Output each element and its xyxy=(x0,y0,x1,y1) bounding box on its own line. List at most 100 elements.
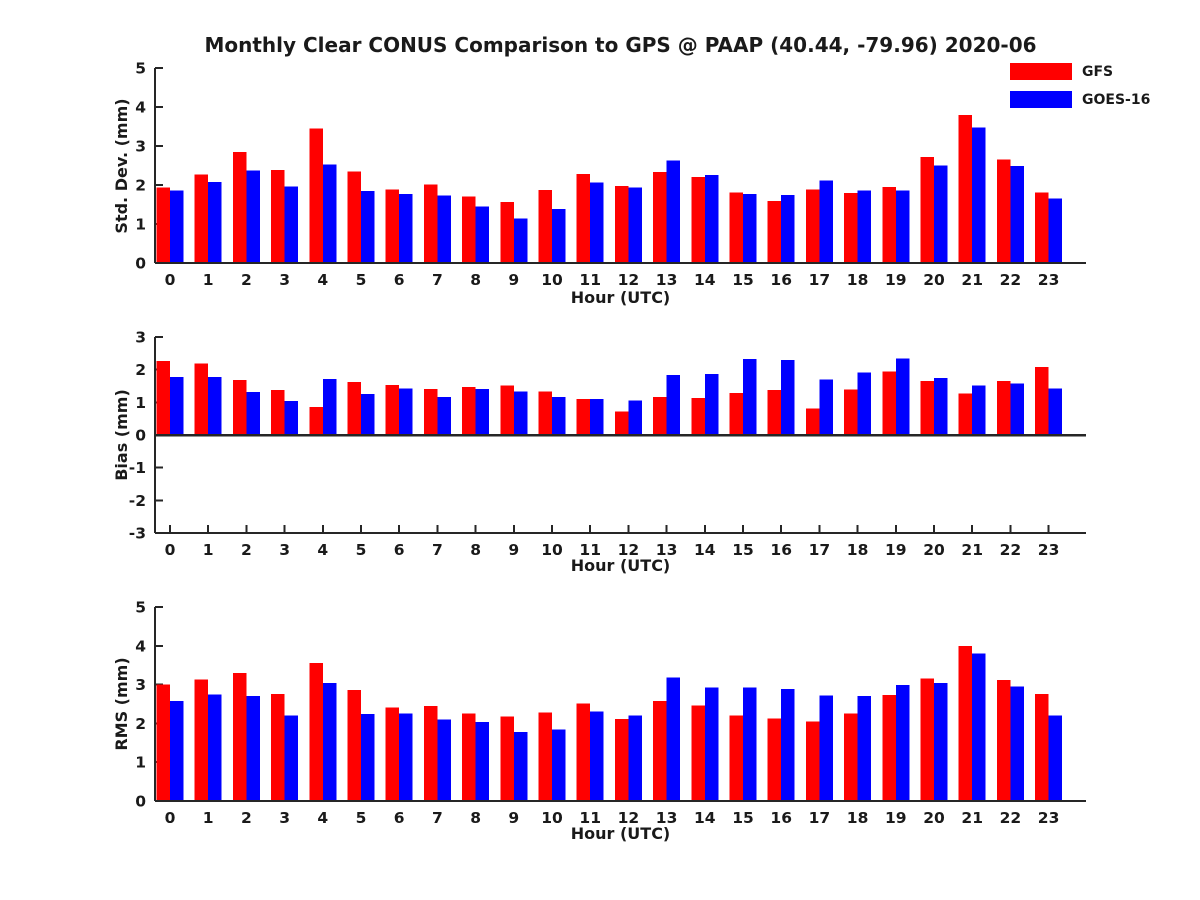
rms-y-axis-label: RMS (mm) xyxy=(112,657,131,751)
svg-text:16: 16 xyxy=(770,541,792,559)
svg-text:0: 0 xyxy=(135,427,146,445)
svg-text:9: 9 xyxy=(508,809,519,827)
svg-text:1: 1 xyxy=(135,216,146,234)
svg-text:22: 22 xyxy=(1000,541,1022,559)
svg-text:16: 16 xyxy=(770,271,792,289)
svg-text:21: 21 xyxy=(961,271,983,289)
svg-text:22: 22 xyxy=(1000,271,1022,289)
svg-text:3: 3 xyxy=(135,676,146,694)
svg-text:8: 8 xyxy=(470,271,481,289)
svg-text:10: 10 xyxy=(541,271,563,289)
svg-text:5: 5 xyxy=(135,599,146,617)
svg-text:3: 3 xyxy=(135,329,146,347)
svg-text:2: 2 xyxy=(241,271,252,289)
legend-label-gfs: GFS xyxy=(1082,63,1114,80)
svg-text:7: 7 xyxy=(432,271,443,289)
svg-text:1: 1 xyxy=(203,541,214,559)
svg-text:20: 20 xyxy=(923,541,945,559)
svg-text:14: 14 xyxy=(694,541,716,559)
svg-text:1: 1 xyxy=(203,271,214,289)
svg-text:5: 5 xyxy=(356,809,367,827)
svg-text:1: 1 xyxy=(135,394,146,412)
svg-text:18: 18 xyxy=(847,809,869,827)
svg-text:11: 11 xyxy=(579,271,601,289)
goes16-color-swatch xyxy=(1010,91,1072,108)
svg-text:0: 0 xyxy=(165,541,176,559)
svg-text:20: 20 xyxy=(923,809,945,827)
svg-text:15: 15 xyxy=(732,809,754,827)
svg-text:11: 11 xyxy=(579,541,601,559)
svg-text:-1: -1 xyxy=(129,459,146,477)
svg-text:7: 7 xyxy=(432,541,443,559)
bias-x-axis-label: Hour (UTC) xyxy=(570,556,671,575)
legend-entry-gfs: GFS xyxy=(1010,63,1150,80)
svg-text:15: 15 xyxy=(732,541,754,559)
svg-text:23: 23 xyxy=(1038,541,1060,559)
svg-text:12: 12 xyxy=(618,541,640,559)
svg-text:19: 19 xyxy=(885,809,907,827)
svg-text:6: 6 xyxy=(394,809,405,827)
svg-text:15: 15 xyxy=(732,271,754,289)
gfs-color-swatch xyxy=(1010,63,1072,80)
svg-text:20: 20 xyxy=(923,271,945,289)
svg-text:2: 2 xyxy=(135,177,146,195)
svg-text:21: 21 xyxy=(961,541,983,559)
svg-text:4: 4 xyxy=(317,271,328,289)
svg-text:5: 5 xyxy=(135,60,146,78)
svg-text:1: 1 xyxy=(135,754,146,772)
rms-x-axis-label: Hour (UTC) xyxy=(570,824,671,843)
stddev-x-axis-label: Hour (UTC) xyxy=(570,288,671,307)
svg-text:13: 13 xyxy=(656,809,678,827)
svg-text:9: 9 xyxy=(508,541,519,559)
svg-text:17: 17 xyxy=(809,541,831,559)
svg-text:19: 19 xyxy=(885,541,907,559)
svg-text:-2: -2 xyxy=(129,492,146,510)
svg-text:14: 14 xyxy=(694,809,716,827)
svg-text:-3: -3 xyxy=(129,525,146,543)
svg-text:3: 3 xyxy=(279,809,290,827)
svg-text:4: 4 xyxy=(317,809,328,827)
svg-text:0: 0 xyxy=(165,271,176,289)
legend: GFS GOES-16 xyxy=(1010,63,1150,108)
svg-text:10: 10 xyxy=(541,809,563,827)
svg-text:0: 0 xyxy=(135,255,146,273)
svg-text:2: 2 xyxy=(241,541,252,559)
svg-text:17: 17 xyxy=(809,809,831,827)
svg-text:2: 2 xyxy=(135,361,146,379)
svg-text:8: 8 xyxy=(470,541,481,559)
svg-text:19: 19 xyxy=(885,271,907,289)
svg-text:4: 4 xyxy=(135,637,146,655)
svg-text:0: 0 xyxy=(165,809,176,827)
svg-text:14: 14 xyxy=(694,271,716,289)
svg-text:13: 13 xyxy=(656,271,678,289)
stddev-y-axis-label: Std. Dev. (mm) xyxy=(112,98,131,234)
svg-text:18: 18 xyxy=(847,541,869,559)
svg-text:10: 10 xyxy=(541,541,563,559)
svg-text:5: 5 xyxy=(356,271,367,289)
svg-text:0: 0 xyxy=(135,793,146,811)
svg-text:4: 4 xyxy=(317,541,328,559)
svg-text:6: 6 xyxy=(394,271,405,289)
svg-text:21: 21 xyxy=(961,809,983,827)
svg-text:12: 12 xyxy=(618,809,640,827)
svg-text:17: 17 xyxy=(809,271,831,289)
legend-entry-goes16: GOES-16 xyxy=(1010,91,1150,108)
svg-text:12: 12 xyxy=(618,271,640,289)
svg-text:8: 8 xyxy=(470,809,481,827)
bias-y-axis-label: Bias (mm) xyxy=(112,389,131,481)
chart-title: Monthly Clear CONUS Comparison to GPS @ … xyxy=(204,33,1037,57)
svg-text:22: 22 xyxy=(1000,809,1022,827)
svg-text:16: 16 xyxy=(770,809,792,827)
svg-text:2: 2 xyxy=(241,809,252,827)
svg-text:3: 3 xyxy=(135,138,146,156)
svg-text:5: 5 xyxy=(356,541,367,559)
svg-text:7: 7 xyxy=(432,809,443,827)
svg-text:3: 3 xyxy=(279,271,290,289)
svg-text:23: 23 xyxy=(1038,271,1060,289)
svg-text:23: 23 xyxy=(1038,809,1060,827)
svg-text:2: 2 xyxy=(135,715,146,733)
svg-text:13: 13 xyxy=(656,541,678,559)
legend-label-goes16: GOES-16 xyxy=(1082,91,1151,108)
